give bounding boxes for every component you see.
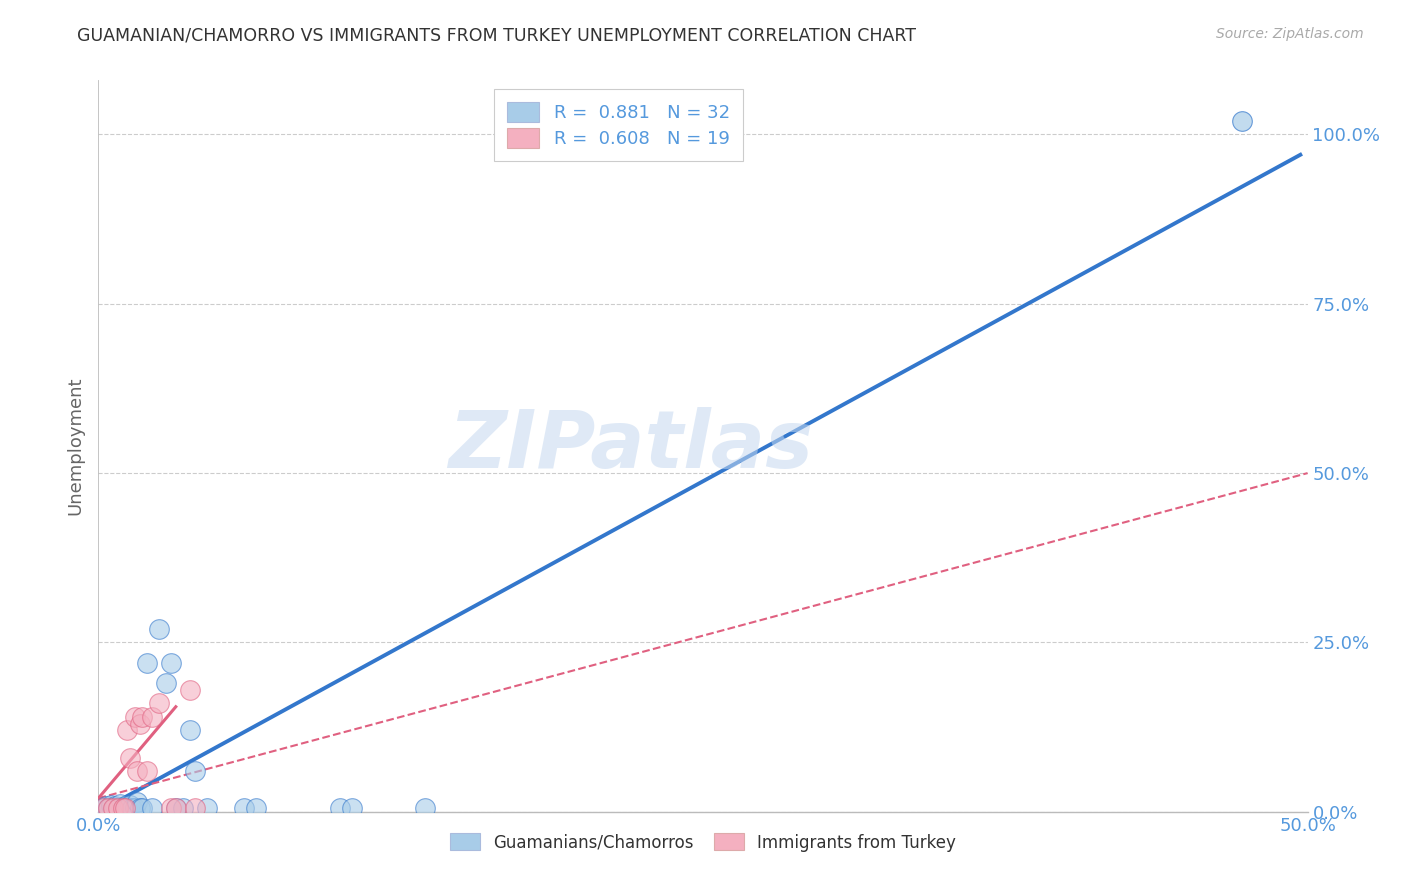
Point bbox=[135, 764, 157, 778]
Point bbox=[101, 801, 124, 815]
Point bbox=[131, 710, 153, 724]
Point bbox=[117, 723, 139, 738]
Point bbox=[172, 801, 194, 815]
Point bbox=[184, 764, 207, 778]
Point bbox=[117, 801, 139, 815]
Point bbox=[127, 764, 149, 778]
Point bbox=[135, 656, 157, 670]
Point bbox=[232, 801, 254, 815]
Point bbox=[104, 799, 127, 814]
Point bbox=[91, 801, 114, 815]
Point bbox=[124, 710, 146, 724]
Point bbox=[141, 710, 163, 724]
Point bbox=[100, 797, 122, 812]
Point bbox=[111, 801, 134, 815]
Y-axis label: Unemployment: Unemployment bbox=[66, 376, 84, 516]
Point bbox=[128, 801, 150, 815]
Point bbox=[114, 801, 136, 815]
Point bbox=[195, 801, 218, 815]
Point bbox=[107, 801, 129, 815]
Point bbox=[118, 797, 141, 812]
Point bbox=[108, 797, 131, 811]
Point bbox=[413, 801, 436, 815]
Point bbox=[179, 723, 201, 738]
Point bbox=[97, 801, 120, 815]
Point bbox=[160, 801, 183, 815]
Point bbox=[114, 799, 136, 814]
Point bbox=[160, 656, 183, 670]
Text: ZIPatlas: ZIPatlas bbox=[449, 407, 813, 485]
Point bbox=[1232, 114, 1254, 128]
Point bbox=[165, 801, 187, 815]
Point bbox=[165, 801, 187, 815]
Point bbox=[107, 801, 129, 815]
Text: Source: ZipAtlas.com: Source: ZipAtlas.com bbox=[1216, 27, 1364, 41]
Point bbox=[101, 801, 124, 815]
Point bbox=[97, 801, 120, 815]
Point bbox=[128, 716, 150, 731]
Point bbox=[342, 801, 364, 815]
Point bbox=[94, 799, 117, 814]
Legend: Guamanians/Chamorros, Immigrants from Turkey: Guamanians/Chamorros, Immigrants from Tu… bbox=[443, 827, 963, 858]
Point bbox=[121, 801, 143, 815]
Point bbox=[127, 795, 149, 809]
Point bbox=[245, 801, 267, 815]
Point bbox=[155, 676, 177, 690]
Point bbox=[148, 697, 170, 711]
Point bbox=[124, 801, 146, 815]
Point bbox=[141, 801, 163, 815]
Point bbox=[91, 801, 114, 815]
Point bbox=[131, 801, 153, 815]
Point bbox=[184, 801, 207, 815]
Text: GUAMANIAN/CHAMORRO VS IMMIGRANTS FROM TURKEY UNEMPLOYMENT CORRELATION CHART: GUAMANIAN/CHAMORRO VS IMMIGRANTS FROM TU… bbox=[77, 27, 917, 45]
Point bbox=[118, 750, 141, 764]
Point bbox=[179, 682, 201, 697]
Point bbox=[148, 622, 170, 636]
Point bbox=[329, 801, 352, 815]
Point bbox=[111, 801, 134, 815]
